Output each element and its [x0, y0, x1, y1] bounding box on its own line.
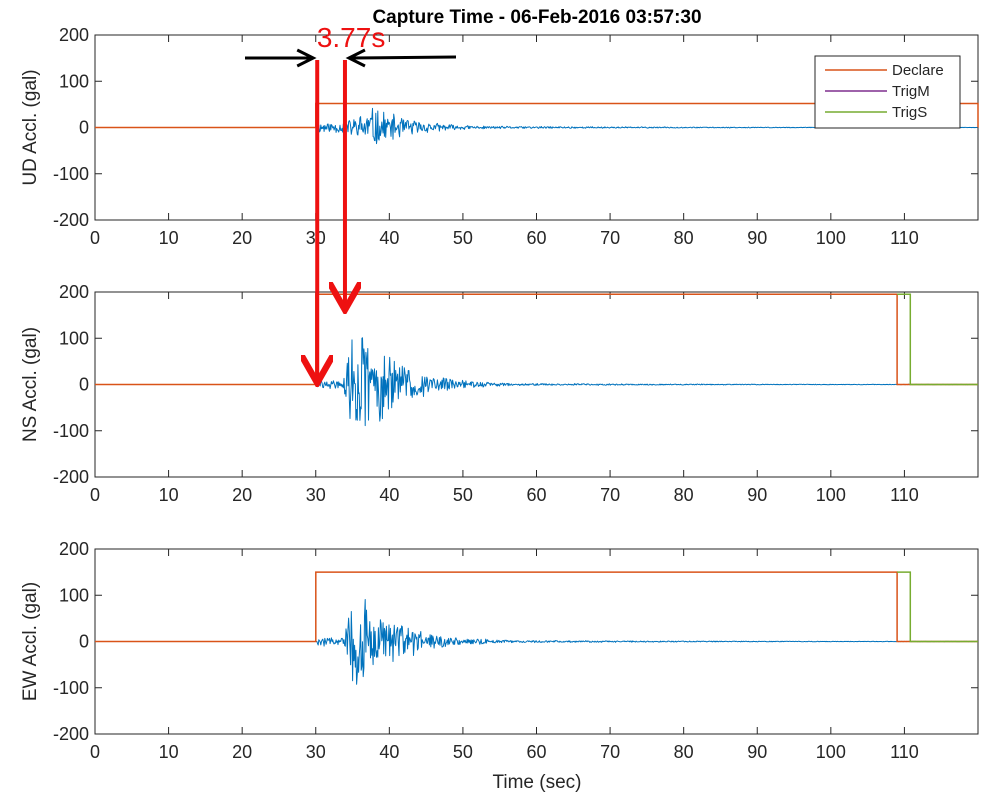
y-tick-label: -200 — [53, 724, 89, 744]
x-tick-label: 70 — [600, 485, 620, 505]
right-pointer-head — [345, 48, 366, 68]
x-tick-label: 0 — [90, 485, 100, 505]
x-tick-label: 10 — [159, 228, 179, 248]
x-tick-label: 50 — [453, 485, 473, 505]
x-tick-label: 30 — [306, 742, 326, 762]
x-tick-label: 30 — [306, 485, 326, 505]
y-tick-label: 200 — [59, 539, 89, 559]
x-tick-label: 90 — [747, 742, 767, 762]
x-tick-label: 80 — [674, 485, 694, 505]
x-tick-label: 20 — [232, 228, 252, 248]
y-tick-label: -100 — [53, 421, 89, 441]
trigs-trace — [897, 293, 978, 386]
x-tick-label: 70 — [600, 742, 620, 762]
x-tick-label: 60 — [526, 742, 546, 762]
legend-label: TrigS — [892, 104, 927, 121]
x-tick-label: 40 — [379, 228, 399, 248]
x-tick-label: 20 — [232, 742, 252, 762]
panel-2: 0 10 20 30 40 50 60 70 80 90 100 110 -200 -100 0 100 200… — [20, 282, 979, 505]
time-difference-label: 3.77s — [317, 22, 386, 53]
right-pointer-arrow — [350, 55, 457, 60]
x-tick-label: 10 — [159, 742, 179, 762]
x-tick-label: 20 — [232, 485, 252, 505]
x-tick-label: 110 — [890, 228, 919, 248]
x-tick-label: 0 — [90, 228, 100, 248]
x-tick-label: 60 — [526, 485, 546, 505]
y-tick-label: 100 — [59, 71, 89, 91]
x-tick-label: 90 — [747, 485, 767, 505]
y-tick-label: -200 — [53, 210, 89, 230]
y-tick-label: 200 — [59, 25, 89, 45]
x-tick-label: 110 — [890, 485, 919, 505]
legend-label: Declare — [892, 62, 944, 79]
y-tick-label: 100 — [59, 328, 89, 348]
x-tick-label: 90 — [747, 228, 767, 248]
x-tick-label: 10 — [159, 485, 179, 505]
y-tick-label: -100 — [53, 678, 89, 698]
y-tick-label: 0 — [79, 118, 89, 138]
panel-3: 0 10 20 30 40 50 60 70 80 90 100 110 -200 -100 0 100 200… — [20, 539, 979, 762]
y-tick-label: -200 — [53, 467, 89, 487]
x-tick-label: 100 — [816, 228, 846, 248]
x-tick-label: 40 — [379, 485, 399, 505]
legend-label: TrigM — [892, 83, 930, 100]
y-tick-label: 200 — [59, 282, 89, 302]
legend: Declare TrigM TrigS — [814, 55, 961, 129]
trigs-trace — [897, 571, 978, 643]
panel-1: 0102030405060708090100110-200-1000100200… — [20, 25, 979, 248]
x-tick-label: 50 — [453, 742, 473, 762]
x-tick-label: 80 — [674, 228, 694, 248]
y-axis-label: EW Accl. (gal) — [20, 582, 41, 701]
x-tick-label: 70 — [600, 228, 620, 248]
y-tick-label: 0 — [79, 632, 89, 652]
chart-title: Capture Time - 06-Feb-2016 03:57:30 — [372, 7, 701, 28]
y-tick-label: 0 — [79, 375, 89, 395]
x-tick-label: 110 — [890, 742, 919, 762]
left-pointer-head — [296, 48, 317, 68]
x-tick-label: 60 — [526, 228, 546, 248]
x-tick-label: 0 — [90, 742, 100, 762]
y-tick-label: 100 — [59, 585, 89, 605]
x-axis-label: Time (sec) — [492, 772, 581, 793]
x-tick-label: 100 — [816, 485, 846, 505]
x-tick-label: 50 — [453, 228, 473, 248]
y-tick-label: -100 — [53, 164, 89, 184]
y-axis-label: UD Accl. (gal) — [20, 69, 41, 185]
x-tick-label: 80 — [674, 742, 694, 762]
legend-box — [814, 55, 961, 129]
x-tick-label: 40 — [379, 742, 399, 762]
y-axis-label: NS Accl. (gal) — [20, 327, 41, 442]
x-tick-label: 100 — [816, 742, 846, 762]
